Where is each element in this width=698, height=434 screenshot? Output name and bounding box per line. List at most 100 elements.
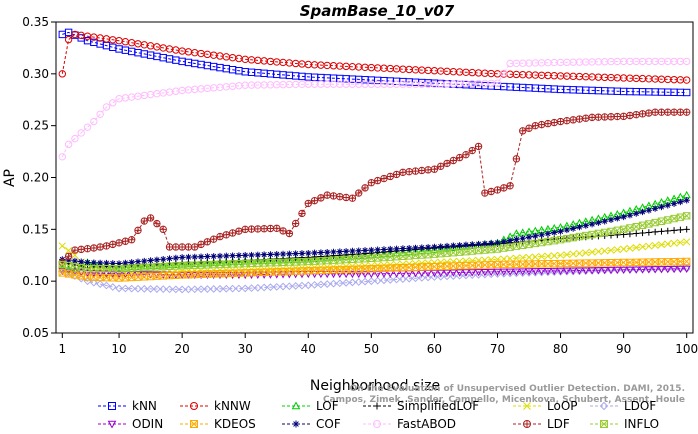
point-loop bbox=[405, 260, 413, 268]
point-simplifiedlof bbox=[670, 227, 678, 234]
point-ldf bbox=[71, 246, 79, 254]
point-ldf bbox=[437, 162, 445, 170]
point-cof bbox=[368, 246, 375, 254]
legend-marker bbox=[107, 420, 117, 429]
point-ldf bbox=[361, 184, 369, 192]
point-ldof bbox=[525, 268, 533, 277]
point-ldf bbox=[443, 159, 451, 168]
point-cof bbox=[639, 208, 646, 216]
point-inflo bbox=[531, 239, 540, 248]
point-cof bbox=[456, 242, 463, 249]
legend-label: kNNW bbox=[214, 399, 251, 413]
point-lof bbox=[417, 246, 426, 255]
point-ldof bbox=[310, 280, 319, 289]
point-fastabod bbox=[90, 117, 98, 126]
legend-marker bbox=[292, 420, 300, 428]
point-ldf bbox=[682, 108, 691, 116]
point-kdeos bbox=[519, 260, 527, 268]
point-inflo bbox=[468, 247, 476, 255]
y-tick-label: 0.35 bbox=[22, 15, 49, 29]
point-cof bbox=[223, 252, 230, 260]
series-ldf bbox=[58, 108, 691, 267]
point-cof bbox=[437, 243, 444, 250]
point-loop bbox=[575, 249, 584, 257]
credit-text: Campos, Zimek, Sander, Campello, Micenko… bbox=[323, 395, 685, 405]
legend-item-ldf: LDF bbox=[513, 417, 570, 431]
point-cof bbox=[242, 252, 249, 259]
point-loop bbox=[645, 242, 653, 250]
point-ldf bbox=[386, 172, 394, 181]
point-loop bbox=[676, 238, 684, 247]
x-tick-label: 20 bbox=[174, 342, 189, 356]
point-ldf bbox=[342, 193, 350, 202]
point-inflo bbox=[474, 246, 483, 255]
point-ldf bbox=[102, 242, 111, 250]
point-ldof bbox=[342, 278, 351, 287]
point-ldf bbox=[96, 243, 104, 251]
point-odin bbox=[89, 270, 98, 278]
point-odin bbox=[468, 269, 477, 277]
point-ldof bbox=[405, 274, 414, 283]
point-cof bbox=[273, 251, 280, 258]
point-cof bbox=[601, 218, 608, 225]
point-ldf bbox=[569, 116, 577, 124]
legend-label: SimplifiedLOF bbox=[397, 399, 479, 413]
point-ldof bbox=[241, 284, 250, 293]
point-kdeos bbox=[424, 263, 432, 271]
point-odin bbox=[323, 270, 332, 279]
point-ldf bbox=[525, 124, 533, 132]
point-ldof bbox=[398, 275, 407, 284]
series-line-odin bbox=[62, 268, 687, 276]
point-ldof bbox=[253, 283, 262, 292]
point-ldf bbox=[676, 108, 685, 116]
point-loop bbox=[594, 247, 602, 256]
point-ldof bbox=[304, 281, 313, 290]
point-ldf bbox=[670, 108, 678, 116]
point-inflo bbox=[619, 225, 628, 234]
point-kdeos bbox=[304, 267, 312, 275]
point-ldof bbox=[430, 273, 439, 281]
legend-marker bbox=[523, 402, 531, 410]
point-inflo bbox=[525, 240, 533, 249]
point-fastabod bbox=[77, 129, 85, 137]
point-cof bbox=[128, 259, 135, 266]
point-cof bbox=[563, 226, 571, 234]
point-odin bbox=[543, 267, 552, 276]
point-cof bbox=[84, 259, 91, 266]
point-inflo bbox=[399, 252, 407, 260]
legend-label: LDF bbox=[547, 417, 570, 431]
point-ldf bbox=[273, 224, 281, 232]
point-cof bbox=[317, 249, 325, 256]
legend-item-kdeos: KDEOS bbox=[180, 417, 256, 431]
point-loop bbox=[683, 238, 691, 246]
plot-series bbox=[58, 28, 691, 294]
point-loop bbox=[613, 246, 621, 254]
point-cof bbox=[614, 215, 621, 222]
point-cof bbox=[538, 231, 545, 239]
point-ldf bbox=[146, 214, 155, 222]
point-inflo bbox=[519, 241, 527, 249]
point-cof bbox=[355, 247, 362, 254]
point-ldf bbox=[373, 176, 382, 185]
point-ldof bbox=[367, 277, 376, 286]
point-ldof bbox=[216, 284, 224, 293]
point-kdeos bbox=[329, 266, 338, 274]
point-cof bbox=[109, 260, 116, 267]
point-odin bbox=[316, 270, 325, 279]
point-ldf bbox=[172, 243, 180, 251]
point-ldf bbox=[462, 151, 470, 159]
point-odin bbox=[499, 268, 508, 276]
point-inflo bbox=[613, 226, 622, 235]
point-odin bbox=[190, 271, 199, 280]
point-loop bbox=[651, 241, 659, 249]
point-ldof bbox=[272, 282, 281, 291]
point-lof bbox=[436, 245, 445, 253]
point-odin bbox=[524, 268, 534, 276]
point-kdeos bbox=[594, 259, 603, 267]
point-cof bbox=[216, 252, 224, 260]
legend-label: COF bbox=[316, 417, 341, 431]
point-ldof bbox=[153, 285, 161, 293]
point-inflo bbox=[638, 221, 647, 229]
point-kdeos bbox=[645, 258, 653, 266]
point-ldf bbox=[191, 243, 199, 251]
